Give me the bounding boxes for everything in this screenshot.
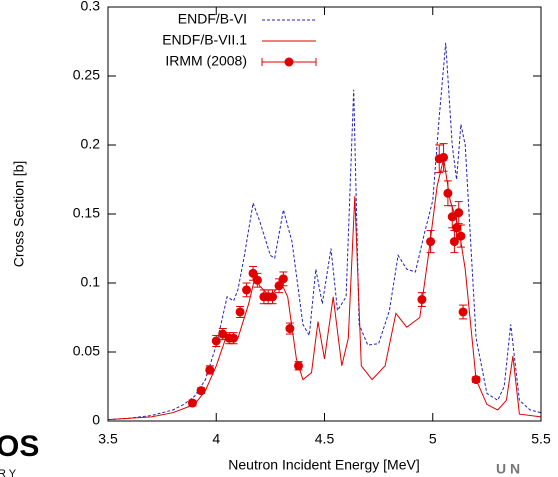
data-point bbox=[471, 375, 481, 385]
x-tick-label: 4 bbox=[212, 431, 220, 447]
y-tick-label: 0.15 bbox=[73, 205, 100, 221]
data-point bbox=[294, 361, 304, 371]
legend-label: ENDF/B-VII.1 bbox=[162, 32, 247, 48]
plot-frame bbox=[107, 6, 542, 422]
data-point bbox=[449, 237, 459, 247]
y-tick-label: 0.2 bbox=[81, 136, 101, 152]
legend-label: IRMM (2008) bbox=[165, 53, 247, 69]
data-point bbox=[274, 281, 284, 291]
data-point bbox=[417, 295, 427, 305]
x-axis-label: Neutron Incident Energy [MeV] bbox=[228, 457, 419, 473]
data-point bbox=[278, 274, 288, 284]
data-point bbox=[447, 212, 457, 222]
series-line bbox=[108, 42, 541, 421]
data-point bbox=[229, 333, 239, 343]
x-tick-label: 4.5 bbox=[315, 431, 335, 447]
data-point bbox=[187, 398, 197, 408]
y-tick-label: 0.05 bbox=[73, 343, 100, 359]
plot-area bbox=[108, 42, 541, 421]
y-tick-label: 0 bbox=[92, 412, 100, 428]
data-point bbox=[248, 268, 258, 278]
data-point bbox=[452, 223, 462, 233]
data-point bbox=[443, 188, 453, 198]
y-tick-label: 0.1 bbox=[81, 274, 101, 290]
data-point bbox=[285, 324, 295, 334]
data-point bbox=[454, 208, 464, 218]
data-point bbox=[196, 386, 206, 396]
data-point bbox=[439, 152, 449, 162]
logo-fragment: RY bbox=[0, 468, 19, 477]
data-point bbox=[218, 329, 228, 339]
logo-fragment: U N bbox=[496, 461, 520, 477]
data-point bbox=[268, 292, 278, 302]
legend-label: ENDF/B-VI bbox=[178, 11, 247, 27]
legend-sample bbox=[284, 57, 294, 67]
y-axis-label: Cross Section [b] bbox=[11, 161, 27, 268]
x-tick-label: 5 bbox=[429, 431, 437, 447]
x-tick-label: 5.5 bbox=[531, 431, 551, 447]
y-tick-label: 0.3 bbox=[81, 0, 101, 14]
data-point bbox=[456, 231, 466, 241]
data-point bbox=[458, 307, 468, 317]
y-tick-label: 0.25 bbox=[73, 67, 100, 83]
data-point bbox=[242, 285, 252, 295]
logo-fragment: OS bbox=[0, 430, 39, 463]
data-point bbox=[205, 365, 215, 375]
x-tick-label: 3.5 bbox=[98, 431, 118, 447]
data-point bbox=[235, 307, 245, 317]
data-point bbox=[252, 275, 262, 285]
data-point bbox=[211, 336, 221, 346]
data-point bbox=[426, 237, 436, 247]
